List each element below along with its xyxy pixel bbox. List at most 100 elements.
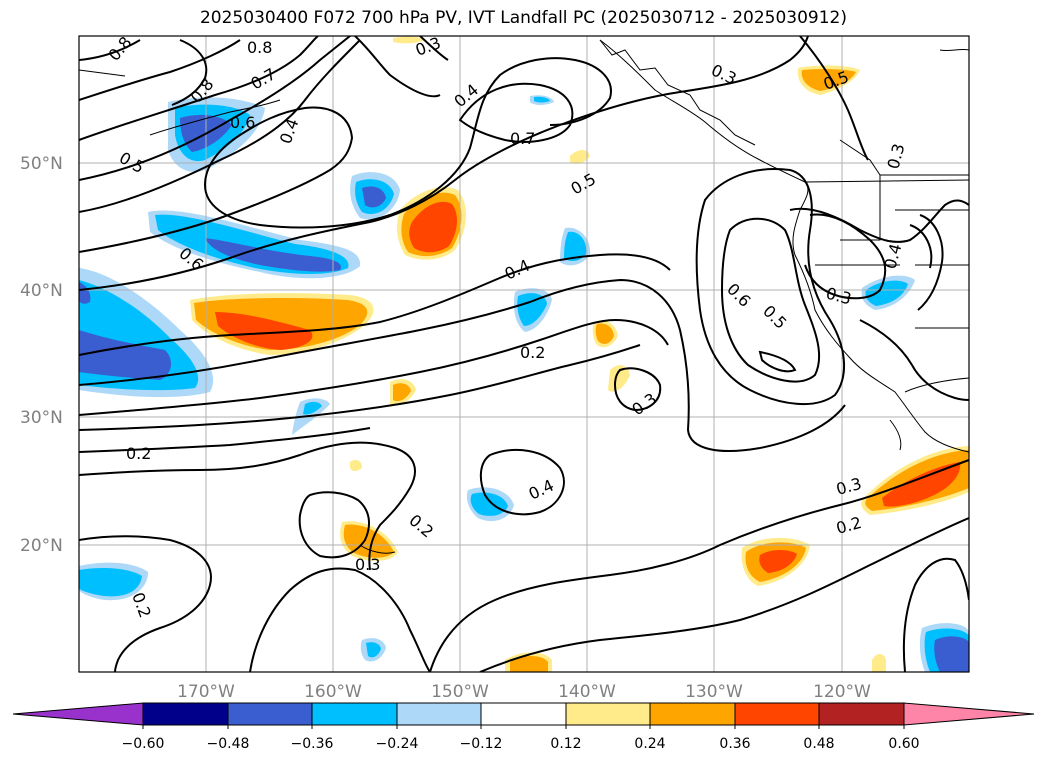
pv-shaded-region: [595, 323, 614, 344]
pv-shaded-region: [517, 293, 547, 326]
colorbar-tick-label: 0.60: [888, 736, 919, 752]
pv-contour-line: [79, 344, 641, 431]
coastlines: [79, 39, 969, 554]
coastline-segment: [599, 39, 969, 453]
pv-shaded-region: [872, 654, 886, 672]
longitude-labels: 170°W 160°W 150°W 140°W 130°W 120°W: [177, 682, 871, 702]
contour-label: 0.7: [510, 129, 535, 148]
pv-contour-line: [917, 214, 944, 311]
coastline-segment: [939, 48, 969, 52]
lat-label: 50°N: [20, 154, 63, 174]
pv-contour-line: [79, 318, 669, 416]
pv-contour-line: [79, 535, 212, 672]
pv-contour-line: [249, 567, 431, 672]
pv-contour-line: [902, 557, 969, 672]
colorbar-swatch: [818, 702, 905, 726]
pv-contour-line: [758, 350, 797, 373]
pv-shaded-region: [759, 550, 797, 573]
colorbar-tick-label: 0.36: [719, 736, 750, 752]
colorbar-swatch: [227, 702, 313, 726]
pv-shaded-region: [79, 330, 172, 380]
colorbar-swatch: [565, 702, 651, 726]
pv-contour-line: [613, 367, 662, 412]
lon-label: 120°W: [813, 682, 871, 702]
pv-contour-line: [79, 36, 351, 181]
pv-contour-line: [79, 253, 671, 356]
lon-label: 160°W: [304, 682, 362, 702]
lat-label: 20°N: [20, 536, 63, 556]
colorbar-tick-label: −0.60: [122, 736, 165, 752]
colorbar-swatch: [142, 702, 229, 726]
contour-label: 0.3: [355, 555, 380, 574]
pv-shaded-region: [865, 280, 908, 306]
pv-shaded-region: [303, 401, 322, 415]
coastline-segment: [904, 377, 969, 393]
colorbar: [12, 702, 1035, 729]
pv-contour-line: [79, 57, 612, 253]
pv-contour-line: [79, 36, 809, 291]
lon-label: 150°W: [431, 682, 489, 702]
pv-shaded-region: [409, 201, 458, 253]
coastline-segment: [599, 39, 756, 146]
pv-shaded-region: [79, 282, 91, 304]
pv-contour-line: [79, 278, 846, 452]
pv-contour-line: [79, 36, 319, 141]
colorbar-tick-label: 0.12: [550, 736, 581, 752]
lon-label: 170°W: [177, 682, 235, 702]
pv-shaded-region: [534, 96, 550, 103]
plot-frame: [78, 35, 970, 673]
pv-contour-line: [298, 491, 371, 559]
pv-contour-line: [479, 448, 565, 516]
pv-contour-line: [909, 224, 933, 269]
contour-label: 0.8: [247, 38, 272, 57]
pv-shaded-region: [205, 238, 341, 272]
coastline-segment: [359, 544, 396, 554]
pv-shaded-region: [882, 462, 961, 507]
pv-contour-line: [354, 36, 441, 98]
coastline-segment: [149, 99, 281, 136]
colorbar-extend-high: [903, 702, 1035, 726]
pv-contour-line: [79, 39, 141, 61]
colorbar-swatch: [649, 702, 736, 726]
colorbar-tick-label: −0.48: [207, 736, 250, 752]
pv-contour-line: [695, 168, 846, 406]
colorbar-extend-low: [12, 702, 144, 726]
pv-shaded-region: [350, 460, 362, 471]
pv-contour-line: [458, 82, 574, 143]
coastline-segment: [79, 69, 126, 77]
pv-contour-line: [479, 517, 969, 672]
coastline-segment: [840, 175, 881, 241]
colorbar-swatch: [480, 702, 567, 726]
pv-shaded-region: [934, 636, 969, 672]
colorbar-swatch: [311, 702, 398, 726]
pv-contour-line: [720, 217, 821, 383]
map-title: 2025030400 F072 700 hPa PV, IVT Landfall…: [199, 8, 847, 28]
pv-contour-line: [171, 39, 208, 106]
colorbar-tick-label: −0.12: [460, 736, 503, 752]
pv-contours: [79, 36, 969, 672]
pv-contour-line: [799, 36, 869, 161]
pv-shaded-region: [362, 186, 386, 208]
pv-contour-line: [804, 213, 887, 300]
contour-label: 0.2: [126, 444, 151, 463]
pv-contour-line: [419, 36, 449, 61]
lon-label: 140°W: [558, 682, 616, 702]
pv-contour-line: [429, 459, 969, 672]
latitude-labels: 50°N 40°N 30°N 20°N: [20, 154, 63, 556]
pv-shaded-region: [470, 492, 508, 516]
pv-shaded-region: [366, 642, 381, 658]
graticule: [79, 36, 969, 672]
contour-label: 0.2: [520, 343, 545, 362]
colorbar-tick-label: 0.24: [634, 736, 665, 752]
pv-contour-line: [79, 39, 361, 213]
pv-shaded-region: [393, 383, 411, 402]
coastline-segment: [889, 419, 902, 451]
colorbar-tick-label: −0.24: [376, 736, 419, 752]
pv-contour-line: [79, 39, 241, 101]
pv-contour-line: [79, 441, 416, 571]
colorbar-ticks: −0.60 −0.48 −0.36 −0.24 −0.12 0.12 0.24 …: [122, 736, 920, 752]
pv-shaded-region: [215, 312, 313, 350]
pv-shaded-region: [393, 36, 425, 44]
contour-label: 0.6: [230, 113, 255, 132]
